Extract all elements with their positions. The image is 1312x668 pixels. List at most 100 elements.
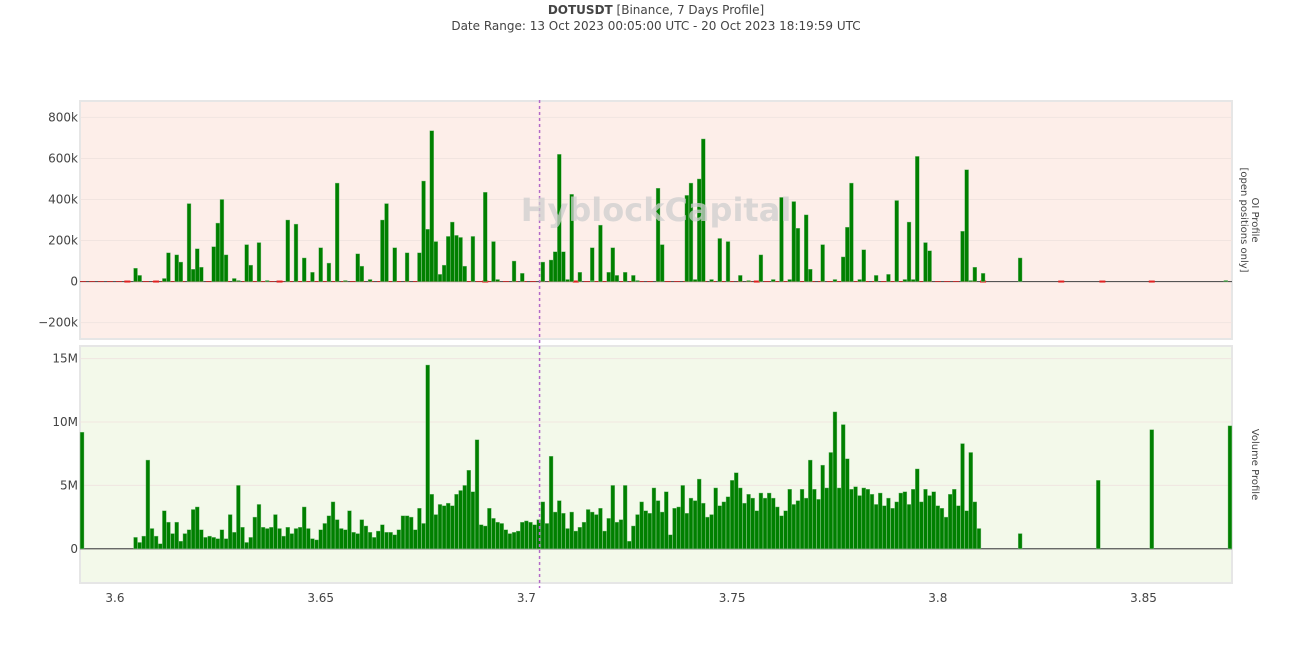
volume-bar xyxy=(540,501,545,549)
oi-bar xyxy=(355,253,360,282)
volume-bar xyxy=(680,485,685,549)
volume-bar xyxy=(260,527,266,549)
volume-bar xyxy=(141,535,146,549)
volume-bar xyxy=(853,486,858,549)
volume-bar xyxy=(244,542,249,549)
volume-bar xyxy=(639,501,644,549)
volume-bar xyxy=(824,487,829,549)
oi-bar xyxy=(162,278,167,282)
oi-bar xyxy=(598,224,603,282)
y-tick-label: 0 xyxy=(70,275,78,289)
oi-bar xyxy=(623,272,628,282)
oi-bar xyxy=(746,280,751,282)
volume-bar xyxy=(351,532,356,549)
date-range: Date Range: 13 Oct 2023 00:05:00 UTC - 2… xyxy=(451,19,861,33)
oi-bar xyxy=(614,275,620,282)
volume-bar xyxy=(388,532,393,549)
oi-bar xyxy=(972,266,977,282)
volume-bar xyxy=(614,521,620,549)
volume-bar xyxy=(927,495,932,549)
volume-bar xyxy=(524,520,529,549)
oi-bar xyxy=(293,223,299,282)
oi-bar xyxy=(223,254,229,282)
volume-bar xyxy=(684,513,689,549)
volume-bar xyxy=(384,532,389,549)
volume-bar xyxy=(483,525,488,549)
volume-bar xyxy=(783,510,788,549)
volume-bar xyxy=(812,489,817,549)
volume-bar xyxy=(672,508,677,549)
volume-bar xyxy=(322,523,327,549)
volume-axis-label: Volume Profile xyxy=(1249,429,1260,500)
volume-bar xyxy=(166,521,171,549)
oi-bar xyxy=(437,274,443,282)
oi-bar xyxy=(441,264,447,282)
volume-bar xyxy=(396,529,401,549)
volume-bar xyxy=(668,534,673,549)
volume-bar xyxy=(495,521,500,549)
oi-bar xyxy=(256,242,262,282)
volume-bar xyxy=(289,533,295,549)
volume-bar xyxy=(956,505,961,549)
oi-bar xyxy=(433,241,439,282)
oi-axis-label: [open positions only] xyxy=(1238,167,1249,272)
volume-bar xyxy=(520,521,525,549)
x-tick-label: 3.75 xyxy=(719,591,746,605)
oi-bar xyxy=(285,219,290,282)
y-tick-label: 800k xyxy=(48,110,78,124)
volume-bar xyxy=(335,519,340,549)
volume-bar xyxy=(252,516,257,549)
oi-bar xyxy=(491,241,496,282)
volume-bar xyxy=(581,521,587,549)
volume-bar xyxy=(791,504,796,549)
volume-bar xyxy=(832,411,838,549)
oi-bar xyxy=(425,229,430,282)
oi-bar xyxy=(384,203,389,282)
volume-bar xyxy=(153,535,159,549)
x-tick-label: 3.6 xyxy=(105,591,124,605)
volume-bar xyxy=(976,528,982,549)
volume-bar xyxy=(701,502,706,549)
oi-bar xyxy=(631,275,636,282)
oi-bar xyxy=(265,280,270,282)
oi-bar xyxy=(787,279,792,282)
oi-bar xyxy=(462,265,467,282)
volume-bar xyxy=(355,533,360,549)
volume-bar xyxy=(647,513,652,549)
volume-bar xyxy=(594,514,599,549)
oi-bar xyxy=(232,278,237,282)
volume-bar xyxy=(503,529,508,549)
volume-bar xyxy=(236,485,241,549)
volume-bar xyxy=(149,528,155,549)
oi-bar xyxy=(915,156,920,282)
oi-bar xyxy=(635,280,640,282)
volume-bar xyxy=(507,533,513,549)
volume-bar xyxy=(203,537,208,549)
volume-bar xyxy=(347,510,352,549)
volume-bar xyxy=(285,527,290,549)
oi-bar xyxy=(565,279,570,282)
volume-bar xyxy=(898,492,903,549)
volume-bar xyxy=(145,459,151,549)
oi-bar xyxy=(392,247,397,282)
volume-bar xyxy=(692,500,698,549)
x-tick-label: 3.65 xyxy=(307,591,334,605)
watermark: HyblockCapital xyxy=(521,191,792,229)
oi-bar xyxy=(590,280,595,282)
volume-bar xyxy=(417,508,422,549)
volume-bar xyxy=(799,489,805,549)
oi-profile-panel: −200k 0 200k 400k 600k 800k OI Profile[open po… xyxy=(38,100,1260,340)
volume-bar xyxy=(199,529,204,549)
chart-symbol: DOTUSDT xyxy=(547,3,613,17)
volume-bar xyxy=(660,511,665,549)
volume-bar xyxy=(919,501,924,549)
volume-bar xyxy=(474,439,480,549)
volume-bar xyxy=(207,535,212,549)
volume-bar xyxy=(425,364,430,549)
volume-bar xyxy=(598,508,603,549)
oi-bar xyxy=(454,235,459,282)
negative-oi-marker xyxy=(1058,280,1065,283)
oi-bar xyxy=(417,252,422,282)
oi-bar xyxy=(248,264,253,282)
volume-bar xyxy=(310,538,315,549)
